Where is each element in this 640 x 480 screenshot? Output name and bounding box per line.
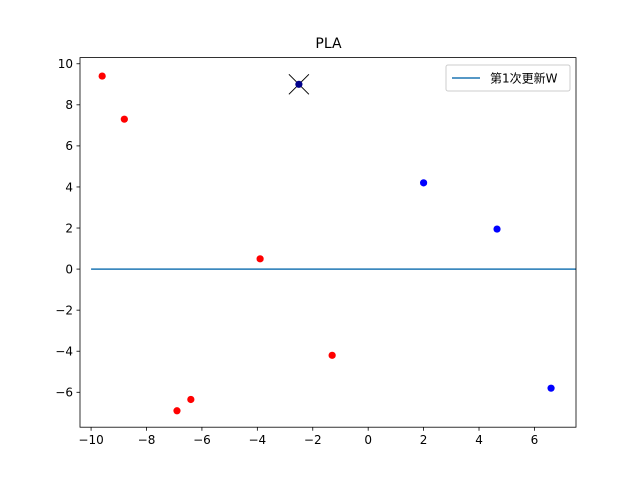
data-point <box>547 384 555 392</box>
legend: 第1次更新W <box>445 64 571 92</box>
data-point <box>295 80 303 88</box>
x-tick-label: −2 <box>304 433 322 447</box>
x-axis: −10 −8 −6 −4 −2 0 2 4 6 <box>78 427 538 447</box>
legend-box <box>445 64 571 92</box>
y-tick-label: −6 <box>55 386 73 400</box>
data-point <box>98 72 106 80</box>
x-tick-label: −10 <box>78 433 103 447</box>
data-point <box>493 225 501 233</box>
y-tick-label: −2 <box>55 303 73 317</box>
data-point <box>120 115 128 123</box>
y-tick-label: 8 <box>65 98 73 112</box>
x-tick-label: −6 <box>193 433 211 447</box>
x-tick-label: 6 <box>531 433 539 447</box>
plot-frame <box>79 57 577 428</box>
data-point <box>419 179 428 187</box>
data-point <box>173 407 181 415</box>
x-tick-label: 2 <box>420 433 428 447</box>
data-point <box>187 395 195 404</box>
legend-label: 第1次更新W <box>490 71 558 86</box>
y-tick-label: 10 <box>58 57 73 71</box>
chart-title: PLA <box>315 36 342 52</box>
y-tick-label: 2 <box>65 221 73 235</box>
y-tick-label: 0 <box>65 262 73 276</box>
data-point <box>328 351 336 359</box>
y-tick-label: −4 <box>55 345 73 359</box>
x-tick-label: −4 <box>248 433 266 447</box>
x-tick-label: 4 <box>475 433 483 447</box>
data-point <box>256 255 264 263</box>
y-axis: −6 −4 −2 0 2 4 6 8 10 <box>55 57 80 400</box>
highlighted-point <box>288 73 310 95</box>
x-tick-label: −8 <box>138 433 156 447</box>
y-tick-label: 6 <box>65 139 73 153</box>
plot-area <box>79 57 577 428</box>
y-tick-label: 4 <box>65 180 73 194</box>
x-tick-label: 0 <box>364 433 372 447</box>
